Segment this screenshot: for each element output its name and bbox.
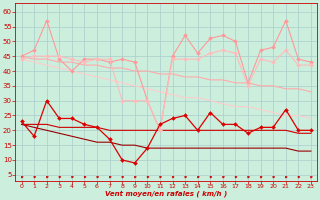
- X-axis label: Vent moyen/en rafales ( km/h ): Vent moyen/en rafales ( km/h ): [105, 191, 228, 197]
